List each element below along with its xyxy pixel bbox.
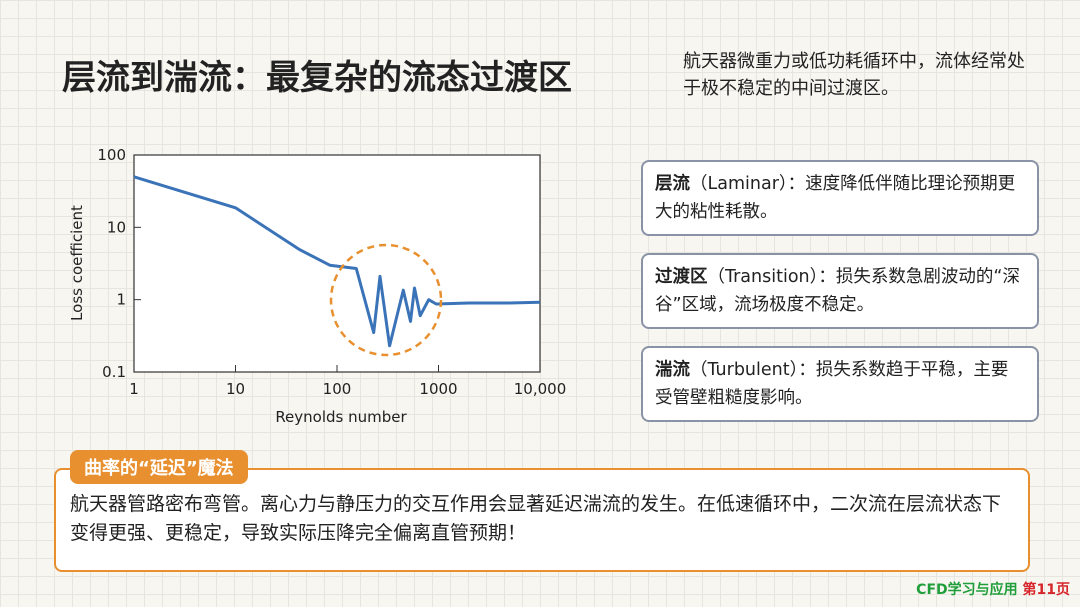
highlight-circle [329,243,443,357]
card-term: 层流 [655,174,690,194]
plot-area [133,154,541,373]
card-text: （Transition）：损失系数急剧波动的“深谷”区域，流场极度不稳定。 [655,267,1020,315]
x-tick-label: 1 [129,380,139,398]
x-tick-label: 10 [226,380,245,398]
chart: Reynolds number Loss coefficient 1 10 100 1… [68,146,567,426]
card: 过渡区（Transition）：损失系数急剧波动的“深谷”区域，流场极度不稳定。 [641,253,1039,329]
y-tick-label: 1 [116,291,126,309]
y-tick-label: 0.1 [102,363,126,381]
card-term: 湍流 [655,360,690,380]
y-axis-label: Loss coefficient [68,205,86,321]
x-axis-label: Reynolds number [275,408,407,426]
card: 湍流（Turbulent）：损失系数趋于平稳，主要受管壁粗糙度影响。 [641,346,1039,422]
footer: CFD学习与应用 第11页 [916,579,1070,599]
footer-brand: CFD学习与应用 [916,582,1018,598]
card: 层流（Laminar）：速度降低伴随比理论预期更大的粘性耗散。 [641,160,1039,236]
y-tick-label: 100 [97,146,126,164]
card-term: 过渡区 [655,267,708,287]
x-tick-label: 10,000 [514,380,567,398]
title: 层流到湍流：最复杂的流态过渡区 [62,58,572,98]
y-tick-label: 10 [107,218,126,236]
callout: 航天器管路密布弯管。离心力与静压力的交互作用会显著延迟湍流的发生。在低速循环中，… [54,468,1030,572]
page-number: 第11页 [1022,582,1070,598]
callout-tag: 曲率的“延迟”魔法 [70,450,248,484]
card-text: （Turbulent）：损失系数趋于平稳，主要受管壁粗糙度影响。 [655,360,1009,408]
x-tick-label: 100 [323,380,352,398]
header-note: 航天器微重力或低功耗循环中，流体经常处于极不稳定的中间过渡区。 [683,51,1025,99]
card-text: （Laminar）：速度降低伴随比理论预期更大的粘性耗散。 [655,174,1016,222]
x-tick-label: 1000 [419,380,457,398]
